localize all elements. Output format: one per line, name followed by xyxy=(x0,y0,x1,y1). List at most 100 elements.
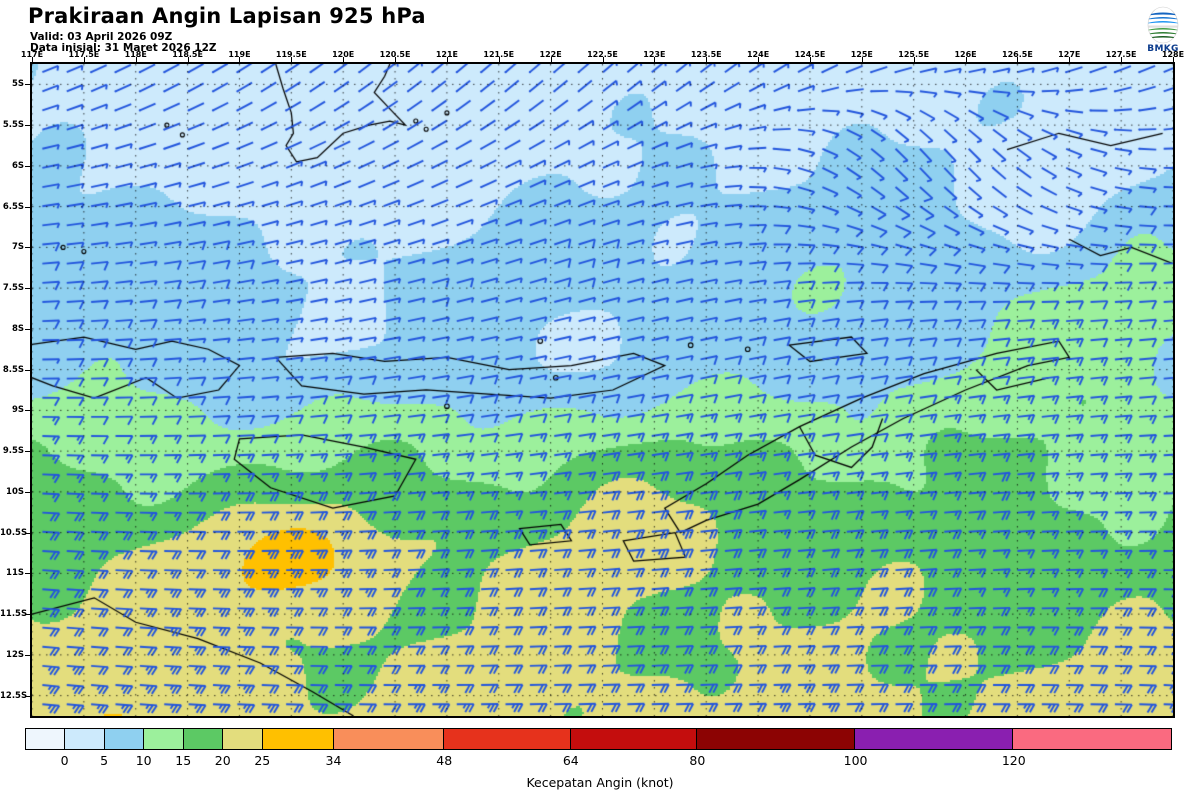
bmkg-logo-label: BMKG xyxy=(1147,44,1179,54)
colorbar-tick-label: 20 xyxy=(214,753,231,768)
x-axis-tick-label: 127.5E xyxy=(1105,50,1137,59)
x-axis-tick xyxy=(498,57,500,62)
x-axis-tick-label: 119E xyxy=(228,50,251,59)
colorbar-segment[interactable] xyxy=(262,729,334,749)
y-axis-tick-label: 5S xyxy=(11,79,24,90)
x-axis-tick-label: 118E xyxy=(124,50,147,59)
x-axis-tick-label: 120E xyxy=(332,50,355,59)
x-axis-tick-label: 124.5E xyxy=(794,50,826,59)
x-axis-tick-label: 126E xyxy=(954,50,977,59)
x-axis-tick xyxy=(187,57,189,62)
y-axis-tick-label: 6S xyxy=(11,160,24,171)
colorbar-tick-label: 100 xyxy=(843,753,868,768)
x-axis-tick xyxy=(239,57,241,62)
y-axis-tick xyxy=(25,451,30,453)
x-axis-tick xyxy=(550,57,552,62)
y-axis-tick xyxy=(25,206,30,208)
x-axis-tick xyxy=(758,57,760,62)
map-plot-area[interactable]: Sumber Data: WRF - CIPS BMKG Pusat Meteo… xyxy=(30,62,1175,718)
y-axis-tick xyxy=(25,654,30,656)
x-axis-tick xyxy=(861,57,863,62)
colorbar-segment[interactable] xyxy=(855,729,1013,749)
x-axis-tick xyxy=(913,57,915,62)
x-axis-tick xyxy=(1017,57,1019,62)
colorbar-segment[interactable] xyxy=(223,729,263,749)
x-axis-tick-label: 117.5E xyxy=(68,50,100,59)
x-axis-tick-label: 128E xyxy=(1161,50,1185,59)
x-axis-tick-label: 123.5E xyxy=(690,50,722,59)
page-title: Prakiraan Angin Lapisan 925 hPa xyxy=(28,4,426,28)
y-axis-tick xyxy=(25,247,30,249)
x-axis-tick-label: 126.5E xyxy=(1002,50,1033,59)
x-axis-tick-label: 119.5E xyxy=(275,50,307,59)
y-axis-tick-label: 12.5S xyxy=(0,690,28,701)
colorbar-tick-label: 64 xyxy=(562,753,579,768)
colorbar-segment[interactable] xyxy=(444,729,571,749)
colorbar-segment[interactable] xyxy=(697,729,856,749)
y-axis-tick xyxy=(25,573,30,575)
y-axis-tick xyxy=(25,288,30,290)
x-axis-tick-label: 120.5E xyxy=(379,50,411,59)
y-axis-tick-label: 11S xyxy=(6,568,24,579)
y-axis-tick-label: 5.5S xyxy=(2,120,24,131)
y-axis-tick-label: 8.5S xyxy=(2,364,24,375)
x-axis-tick-label: 124E xyxy=(746,50,770,59)
x-axis-tick-label: 117E xyxy=(20,50,44,59)
x-axis-tick xyxy=(395,57,397,62)
x-axis-tick xyxy=(809,57,811,62)
colorbar-segment[interactable] xyxy=(570,729,698,749)
x-axis-tick-label: 123E xyxy=(643,50,666,59)
y-axis-tick xyxy=(25,84,30,86)
colorbar-segment[interactable] xyxy=(183,729,224,749)
y-axis-tick xyxy=(25,125,30,127)
y-axis-tick xyxy=(25,165,30,167)
x-axis-tick-label: 121.5E xyxy=(483,50,515,59)
y-axis-tick xyxy=(25,328,30,330)
x-axis-tick-label: 127E xyxy=(1058,50,1081,59)
colorbar-segment[interactable] xyxy=(333,729,445,749)
x-axis-tick-label: 122.5E xyxy=(587,50,618,59)
y-axis-tick xyxy=(25,410,30,412)
x-axis-tick xyxy=(32,57,33,62)
colorbar-title: Kecepatan Angin (knot) xyxy=(526,775,674,790)
y-axis-tick-label: 6.5S xyxy=(2,201,24,212)
y-axis-tick-label: 9.5S xyxy=(2,446,24,457)
x-axis-tick xyxy=(1069,57,1071,62)
colorbar-tick-label: 0 xyxy=(60,753,69,768)
x-axis-tick xyxy=(602,57,604,62)
y-axis-tick xyxy=(25,491,30,493)
colorbar-tick-label: 48 xyxy=(436,753,453,768)
colorbar-segment[interactable] xyxy=(1012,729,1171,749)
colorbar-segment[interactable] xyxy=(104,729,145,749)
x-axis-tick-label: 125E xyxy=(850,50,873,59)
colorbar[interactable] xyxy=(25,728,1172,750)
colorbar-tick-label: 15 xyxy=(175,753,192,768)
x-axis-tick-label: 118.5E xyxy=(172,50,203,59)
y-axis-tick-label: 10S xyxy=(6,486,24,497)
y-axis-tick xyxy=(25,695,30,697)
colorbar-tick-label: 80 xyxy=(689,753,706,768)
x-axis-tick xyxy=(83,57,85,62)
x-axis-tick xyxy=(654,57,656,62)
colorbar-tick-label: 10 xyxy=(135,753,152,768)
valid-time-label: Valid: 03 April 2026 09Z xyxy=(30,31,173,43)
y-axis-tick-label: 10.5S xyxy=(0,527,28,538)
y-axis-tick-label: 12S xyxy=(6,649,24,660)
colorbar-segment[interactable] xyxy=(65,729,105,749)
bmkg-circular-logo-icon xyxy=(1147,6,1179,44)
x-axis-tick-label: 125.5E xyxy=(898,50,930,59)
y-axis-tick-label: 8S xyxy=(11,323,24,334)
y-axis-tick xyxy=(25,614,30,616)
x-axis-tick-label: 122E xyxy=(539,50,562,59)
colorbar-segment[interactable] xyxy=(26,729,66,749)
data-initial-label: Data inisial: 31 Maret 2026 12Z xyxy=(30,42,217,54)
y-axis-tick xyxy=(25,532,30,534)
colorbar-tick-label: 34 xyxy=(325,753,342,768)
colorbar-tick-label: 120 xyxy=(1001,753,1026,768)
x-axis-tick xyxy=(706,57,708,62)
y-axis-tick-label: 11.5S xyxy=(0,609,28,620)
x-axis-tick xyxy=(965,57,967,62)
x-axis-tick xyxy=(1121,57,1123,62)
colorbar-segment[interactable] xyxy=(144,729,184,749)
